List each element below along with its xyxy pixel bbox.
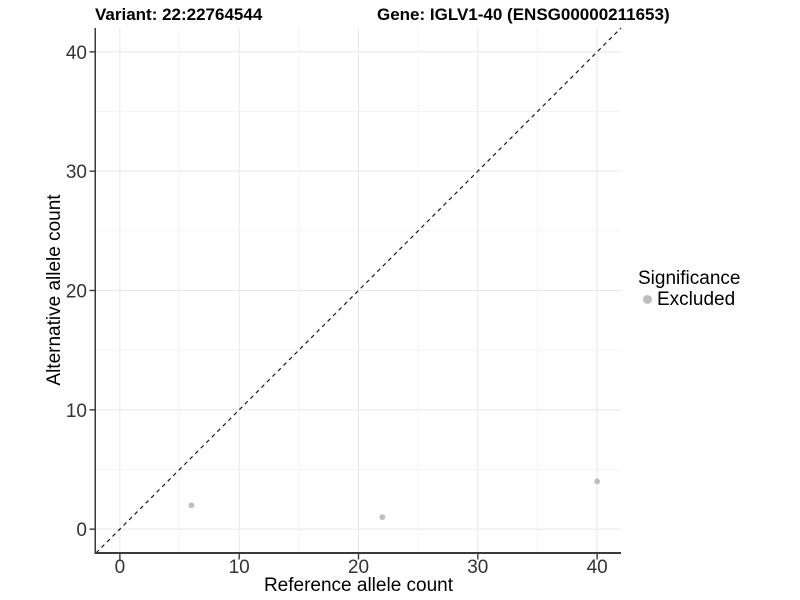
data-point [188, 502, 195, 509]
x-tick-label: 40 [587, 557, 608, 578]
legend-item-excluded: Excluded [643, 289, 740, 310]
plot-panel: 0 10 20 30 40 0 10 20 30 40 [66, 27, 622, 578]
y-tick-label: 40 [66, 43, 87, 64]
y-tick-label: 20 [66, 282, 87, 303]
plot-svg: 0 10 20 30 40 0 10 20 30 40 [66, 27, 622, 578]
legend: Significance Excluded [638, 268, 740, 310]
identity-dashed-line [95, 27, 622, 554]
data-point [594, 478, 601, 485]
y-tick-label: 10 [66, 401, 87, 422]
data-point [379, 514, 386, 521]
x-tick-label: 10 [229, 557, 250, 578]
x-axis-title: Reference allele count [263, 575, 454, 596]
x-tick-label: 30 [467, 557, 488, 578]
y-axis-title: Alternative allele count [44, 194, 65, 386]
x-tick-label: 0 [115, 557, 126, 578]
gene-title: Gene: IGLV1-40 (ENSG00000211653) [377, 5, 670, 24]
legend-key-dot-icon [643, 295, 652, 304]
x-tick-label: 20 [348, 557, 369, 578]
y-tick-label: 0 [76, 520, 87, 541]
legend-title: Significance [638, 268, 741, 289]
variant-title: Variant: 22:22764544 [95, 5, 263, 24]
y-tick-label: 30 [66, 162, 87, 183]
legend-item-label: Excluded [657, 289, 736, 310]
